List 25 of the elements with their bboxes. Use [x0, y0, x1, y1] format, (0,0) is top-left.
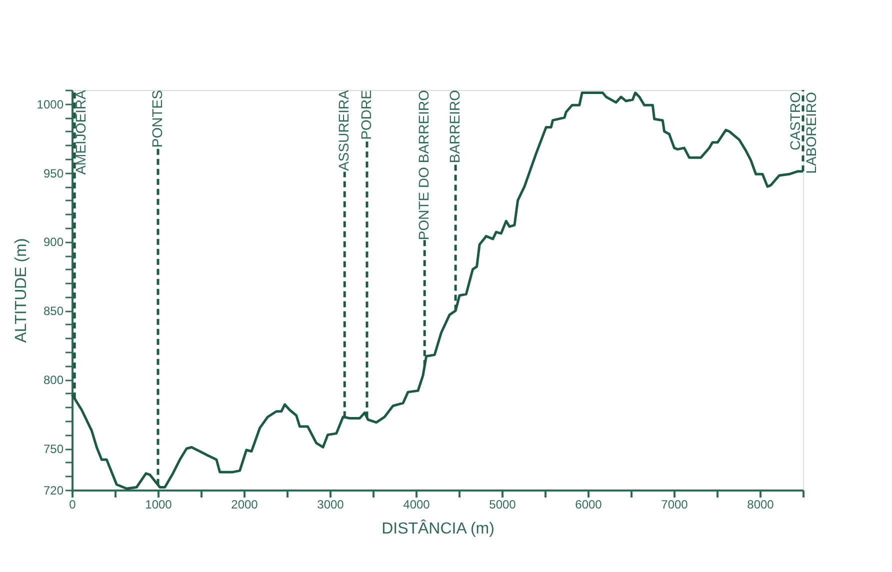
ref-line-label: AMEIJOEIRA: [72, 89, 89, 175]
x-tick-label: 1000: [145, 498, 172, 512]
ref-line-label: ASSUREIRA: [336, 89, 352, 171]
ref-line-label: CASTRO LABOREIRO: [787, 92, 819, 174]
y-axis-title: ALTITUDE (m): [12, 238, 30, 343]
x-tick-label: 3000: [317, 498, 344, 512]
x-tick-label: 8000: [747, 498, 774, 512]
x-tick-label: 0: [69, 498, 76, 512]
y-tick-label: 850: [43, 304, 64, 318]
x-tick-label: 7000: [661, 498, 688, 512]
ref-line-label: PODRE: [358, 90, 374, 140]
x-tick-label: 6000: [575, 498, 602, 512]
x-tick-label: 4000: [403, 498, 430, 512]
y-tick-label: 1000: [36, 97, 64, 112]
x-tick-label: 2000: [231, 498, 258, 512]
ref-line-label: BARREIRO: [446, 90, 463, 164]
x-axis-title: DISTÂNCIA (m): [382, 520, 494, 538]
y-tick-label: 800: [43, 373, 64, 388]
x-tick-label: 5000: [489, 498, 516, 512]
y-tick-label: 750: [43, 442, 64, 456]
ref-line-label: PONTE DO BARREIRO: [416, 90, 432, 240]
y-tick-label: 900: [43, 235, 64, 250]
y-tick-label: 950: [43, 166, 64, 180]
y-tick-label: 720: [43, 484, 64, 498]
ref-line-label: PONTES: [149, 90, 165, 148]
